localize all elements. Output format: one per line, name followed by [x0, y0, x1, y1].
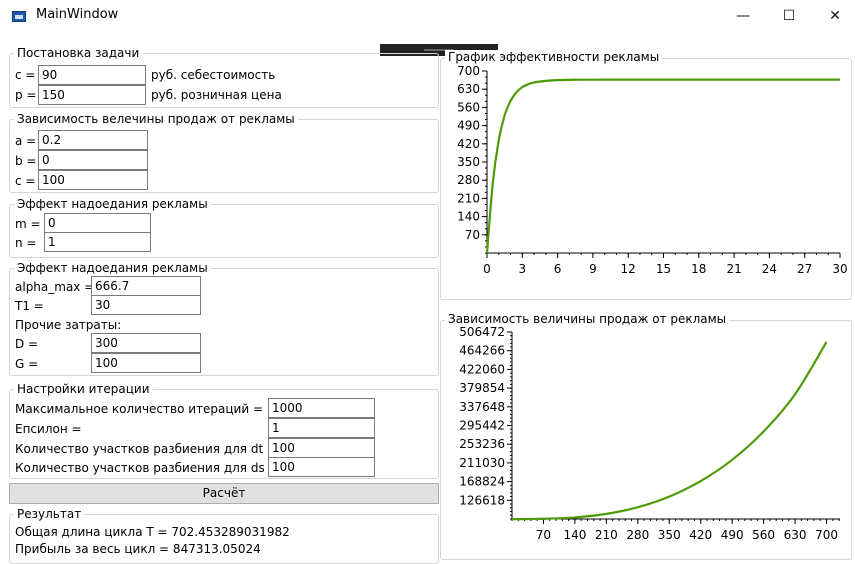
total-profit-text: Прибыль за весь цикл = 847313.05024: [15, 542, 261, 556]
n-input[interactable]: 1: [44, 232, 151, 252]
fatigue-group-2: [9, 268, 439, 376]
x-tick-label: 18: [691, 262, 706, 276]
x-tick-label: 24: [762, 262, 777, 276]
x-tick-label: 210: [595, 528, 618, 542]
y-tick-label: 422060: [459, 362, 505, 376]
fatigue-group-1-title: Эффект надоедания рекламы: [14, 197, 211, 211]
x-tick-label: 70: [536, 528, 551, 542]
max-iterations-label: Максимальное количество итераций =: [15, 402, 264, 416]
y-tick-label: 630: [457, 82, 480, 96]
t1-label: T1 =: [15, 299, 44, 313]
x-tick-label: 9: [589, 262, 597, 276]
y-tick-label: 350: [457, 155, 480, 169]
x-tick-label: 21: [726, 262, 741, 276]
x-tick-label: 15: [656, 262, 671, 276]
x-tick-label: 3: [518, 262, 526, 276]
y-tick-label: 126618: [459, 493, 505, 507]
b-label: b =: [15, 154, 37, 168]
y-tick-label: 295442: [459, 419, 505, 433]
y-tick-label: 379854: [459, 381, 505, 395]
y-tick-label: 337648: [459, 400, 505, 414]
window-title: MainWindow: [36, 7, 119, 22]
result-group-title: Результат: [14, 507, 85, 521]
cycle-length-text: Общая длина цикла T = 702.453289031982: [15, 525, 290, 539]
fatigue-group-1: [9, 204, 439, 258]
x-tick-label: 490: [721, 528, 744, 542]
series-line: [485, 78, 840, 254]
x-tick-label: 420: [689, 528, 712, 542]
alpha-max-label: alpha_max =: [15, 280, 95, 294]
g-input[interactable]: 100: [91, 353, 201, 373]
x-tick-label: 630: [784, 528, 807, 542]
dt-partitions-label: Количество участков разбиения для dt =: [15, 442, 278, 456]
close-button[interactable]: ✕: [829, 8, 841, 24]
efficiency-chart: 70 140 210 280 350 420 490 560 630 700 0 3 6 9 12 15 18 2…: [457, 64, 848, 276]
y-tick-label: 560: [457, 100, 480, 114]
iteration-group: [9, 389, 439, 479]
c2-label: c =: [15, 174, 36, 188]
problem-group: [9, 53, 439, 108]
price-input[interactable]: 150: [38, 85, 146, 105]
y-tick-label: 464266: [459, 344, 505, 358]
app-icon: [12, 11, 26, 22]
price-unit-label: руб. розничная цена: [151, 88, 282, 102]
x-tick-label: 12: [621, 262, 636, 276]
other-costs-label: Прочие затраты:: [15, 318, 122, 332]
cost-input[interactable]: 90: [38, 65, 146, 85]
dt-partitions-input[interactable]: 100: [268, 438, 375, 458]
alpha-max-input[interactable]: 666.7: [91, 276, 201, 296]
c-label: c =: [15, 68, 36, 82]
x-tick-label: 140: [563, 528, 586, 542]
n-label: n =: [15, 236, 37, 250]
c2-input[interactable]: 100: [38, 170, 148, 190]
m-label: m =: [15, 217, 41, 231]
y-tick-label: 70: [465, 228, 480, 242]
x-tick-label: 6: [554, 262, 562, 276]
sales-dependency-title: Зависимость велечины продаж от рекламы: [14, 112, 298, 126]
cost-unit-label: руб. себестоимость: [151, 68, 276, 82]
y-tick-label: 490: [457, 119, 480, 133]
calculate-button[interactable]: Расчёт: [9, 483, 439, 504]
y-tick-label: 210: [457, 191, 480, 205]
g-label: G =: [15, 357, 39, 371]
max-iterations-input[interactable]: 1000: [268, 398, 375, 418]
x-tick-label: 280: [626, 528, 649, 542]
sales-chart-title: Зависимость величины продаж от рекламы: [445, 312, 730, 326]
y-tick-label: 211030: [459, 456, 505, 470]
t1-input[interactable]: 30: [91, 295, 201, 315]
d-label: D =: [15, 337, 39, 351]
series-line: [511, 341, 828, 521]
fatigue-group-2-title: Эффект надоедания рекламы: [14, 261, 211, 275]
p-label: p =: [15, 88, 37, 102]
x-tick-label: 560: [752, 528, 775, 542]
a-label: a =: [15, 134, 37, 148]
y-tick-label: 140: [457, 210, 480, 224]
epsilon-label: Епсилон =: [15, 422, 82, 436]
maximize-button[interactable]: ☐: [782, 8, 796, 24]
a-input[interactable]: 0.2: [38, 130, 148, 150]
y-tick-label: 168824: [459, 475, 505, 489]
x-tick-label: 0: [483, 262, 491, 276]
ds-partitions-label: Количество участков разбиения для ds =: [15, 461, 279, 475]
sales-chart: 126618 168824 211030 253236 295442 337648 3798…: [459, 325, 840, 542]
m-input[interactable]: 0: [44, 213, 151, 233]
y-tick-label: 506472: [459, 325, 505, 339]
x-tick-label: 30: [832, 262, 847, 276]
b-input[interactable]: 0: [38, 150, 148, 170]
epsilon-input[interactable]: 1: [268, 418, 375, 438]
y-tick-label: 253236: [459, 437, 505, 451]
title-bar: MainWindow — ☐ ✕: [0, 0, 855, 32]
iteration-group-title: Настройки итерации: [14, 382, 153, 396]
y-tick-label: 280: [457, 173, 480, 187]
problem-group-title: Постановка задачи: [14, 46, 143, 60]
x-tick-label: 27: [797, 262, 812, 276]
x-tick-label: 700: [815, 528, 838, 542]
x-tick-label: 350: [658, 528, 681, 542]
efficiency-chart-title: График эффективности рекламы: [445, 50, 663, 64]
d-input[interactable]: 300: [91, 333, 201, 353]
y-tick-label: 420: [457, 137, 480, 151]
y-tick-label: 700: [457, 64, 480, 78]
minimize-button[interactable]: —: [736, 8, 750, 24]
ds-partitions-input[interactable]: 100: [268, 457, 375, 477]
